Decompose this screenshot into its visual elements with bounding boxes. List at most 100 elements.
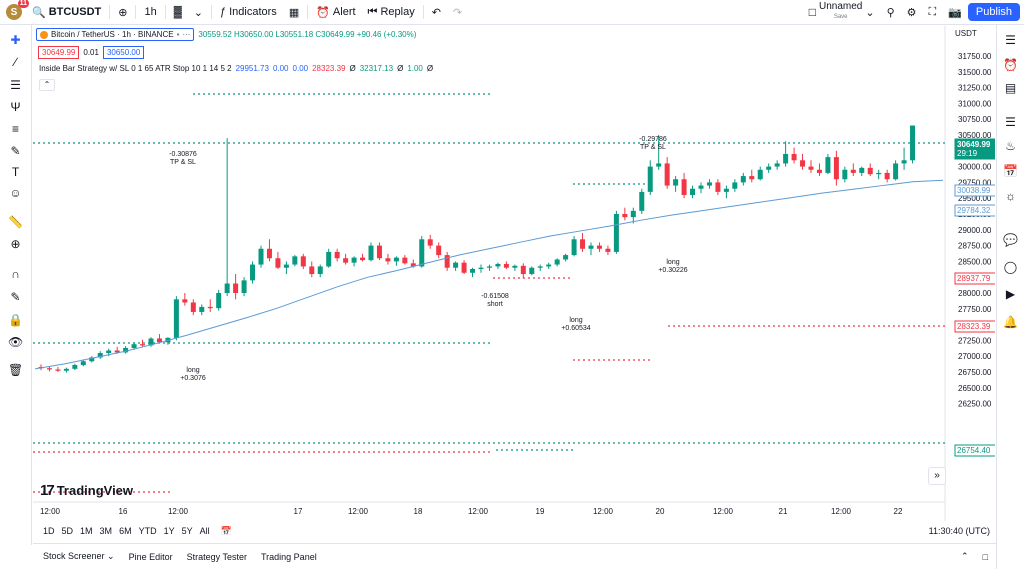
candle-body [605,248,611,252]
indicators-icon: ƒ [219,6,227,18]
bar-style-button[interactable]: ▓ [168,0,188,24]
lock-icon[interactable]: 🔒 [8,313,23,327]
compare-button[interactable]: ⊕ [112,0,133,24]
candle-body [351,257,357,263]
user-avatar[interactable]: S 11 [6,0,29,20]
gear-icon: ⚙ [906,6,917,19]
x-tick-label: 12:00 [40,507,61,516]
tab-pine-editor[interactable]: Pine Editor [128,551,173,562]
tab-stock-screener[interactable]: Stock Screener ⌄ [43,551,115,561]
fib-icon[interactable]: ≡ [11,122,19,136]
strategy-name[interactable]: Inside Bar Strategy w/ SL 0 1 65 ATR Sto… [39,64,232,73]
candle-body [512,265,518,268]
y-tick-label: 26750.00 [958,368,992,377]
chart-type-button[interactable]: ⌄ [188,0,209,24]
symbol-search-button[interactable]: 🔍 BTCUSDT [26,0,107,24]
zoom-in-icon[interactable]: ⊕ [10,237,21,251]
clock-time[interactable]: 11:30:40 (UTC) [928,526,990,536]
range-all[interactable]: All [199,526,210,536]
countdown-label: 29:19 [957,149,978,158]
bell-icon[interactable]: 🔔 [1003,315,1018,329]
fullscreen-button[interactable]: ⛶ [923,0,943,24]
symbol-title[interactable]: Bitcoin / TetherUS · 1h · BINANCE ▪ ⋯ [36,28,195,41]
trash-icon[interactable]: 🗑 [8,363,24,377]
scroll-to-latest-button[interactable]: » [928,467,946,485]
snapshot-button[interactable]: 📷 [942,0,968,24]
range-3m[interactable]: 3M [99,526,113,536]
quick-search-button[interactable]: ⚲ [881,0,901,24]
collapse-panel-icon[interactable]: ⌃ [961,551,969,561]
candle-body [419,239,425,267]
go-to-date-icon[interactable]: 📅 [220,525,232,536]
square-icon: □ [808,5,816,19]
indicators-button[interactable]: ƒ Indicators [219,6,277,18]
range-6m[interactable]: 6M [119,526,132,536]
y-tick-label: 27000.00 [958,352,992,361]
candle-body [503,263,509,268]
chat-icon[interactable]: 💬 [1003,233,1018,247]
watchlist-icon[interactable]: ☰ [1005,33,1016,47]
alerts-clock-icon[interactable]: ⏰ [1003,58,1018,72]
calendar-icon[interactable]: 📅 [1003,164,1018,178]
lightbulb-icon[interactable]: ☼ [1005,189,1016,203]
horizontal-lines-icon[interactable]: ☰ [10,78,21,92]
currency-label[interactable]: USDT [955,29,977,38]
stay-drawing-icon[interactable]: ✎ [10,290,21,304]
range-1m[interactable]: 1M [80,526,93,536]
layouts-button[interactable]: ▦ [283,0,305,24]
settings-button[interactable]: ⚙ [901,0,923,24]
range-1y[interactable]: 1Y [163,526,175,536]
sell-button[interactable]: 30649.99 [38,46,80,59]
tab-trading-panel[interactable]: Trading Panel [261,551,317,562]
interval-button[interactable]: 1h [144,6,157,18]
layout-name-button[interactable]: □ Unnamed Save ⌄ [808,1,875,21]
flame-icon[interactable]: ♨ [1005,139,1016,153]
candle-body [140,344,146,346]
collapse-legend-button[interactable]: ⌃ [39,79,55,91]
pitchfork-icon[interactable]: Ψ [10,100,21,114]
undo-button[interactable]: ↶ [426,0,447,24]
crosshair-icon[interactable]: ✚ [10,33,21,47]
candle-body [808,166,814,170]
magnet-icon[interactable]: ∩ [11,267,20,281]
emoji-icon[interactable]: ☺ [9,186,22,200]
range-5y[interactable]: 5Y [181,526,193,536]
range-1d[interactable]: 1D [43,526,55,536]
chart-pane[interactable]: 31750.00 31500.00 31250.00 31000.00 30750.00… [33,26,995,542]
candle-body [63,368,69,371]
layers-icon[interactable]: ☰ [1005,115,1016,129]
candle-body [783,153,789,164]
redo-button[interactable]: ↷ [447,0,468,24]
range-ytd[interactable]: YTD [138,526,157,536]
bitcoin-icon [40,30,48,39]
candle-body [393,257,399,262]
candle-body [867,167,873,175]
plus-circle-icon: ⊕ [118,6,128,19]
candle-body [343,258,349,263]
publish-button[interactable]: Publish [967,3,1020,21]
broadcast-icon[interactable]: ◯ [1003,260,1018,274]
redo-icon: ↷ [452,6,463,19]
streams-icon[interactable]: ▶ [1005,287,1016,301]
trade-annotation-sub: +0.30226 [658,267,687,274]
data-window-icon[interactable]: ▤ [1004,81,1017,95]
y-tick-label: 28500.00 [958,257,992,266]
brush-icon[interactable]: ✎ [10,144,21,158]
replay-button[interactable]: ⏮ Replay [367,5,415,19]
candle-body [486,266,492,268]
alert-button[interactable]: ⏰ Alert [316,6,356,19]
ruler-icon[interactable]: 📏 [8,215,23,229]
candle-body [478,267,484,269]
buy-button[interactable]: 30650.00 [102,46,145,59]
candle-body [850,169,856,173]
range-5d[interactable]: 5D [61,526,74,536]
moving-average-line [34,179,944,370]
tab-strategy-tester[interactable]: Strategy Tester [186,551,247,562]
trend-line-icon[interactable]: ∕ [14,55,17,69]
price-chart[interactable]: 31750.00 31500.00 31250.00 31000.00 30750.00… [33,26,995,521]
candle-body [825,157,831,173]
maximize-panel-icon[interactable]: □ [982,551,988,562]
eye-icon[interactable]: 👁 [8,335,24,349]
candle-body [470,268,476,273]
text-icon[interactable]: T [11,165,20,179]
